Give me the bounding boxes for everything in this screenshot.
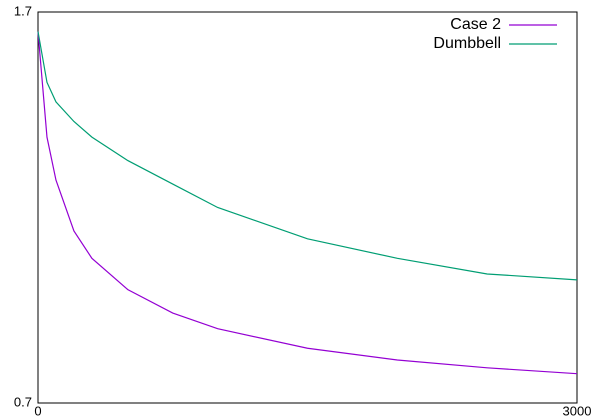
- legend-label: Case 2: [450, 16, 501, 33]
- legend-label: Dumbbell: [433, 35, 501, 52]
- plot-frame: [37, 11, 578, 404]
- series-line: [37, 31, 578, 375]
- y-tick-label: 0.7: [14, 394, 32, 409]
- series-line: [37, 31, 578, 281]
- x-tick-label: 0: [34, 403, 41, 418]
- x-tick-label: 3000: [563, 403, 592, 418]
- y-tick-label: 1.7: [14, 3, 32, 18]
